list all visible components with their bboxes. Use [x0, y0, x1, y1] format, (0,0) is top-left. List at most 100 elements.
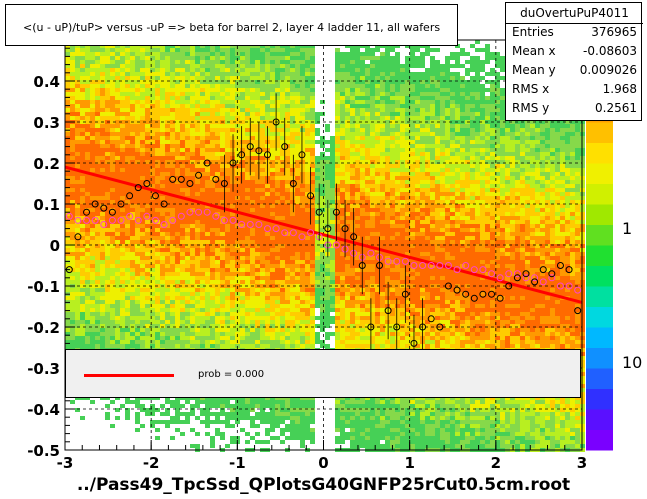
heatmap-cell	[120, 208, 125, 212]
heatmap-cell	[130, 112, 135, 116]
heatmap-cell	[205, 260, 210, 264]
heatmap-cell	[95, 136, 100, 140]
heatmap-cell	[125, 428, 130, 432]
heatmap-cell	[220, 324, 225, 328]
heatmap-cell	[160, 236, 165, 240]
heatmap-cell	[80, 316, 85, 320]
heatmap-cell	[265, 216, 270, 220]
heatmap-cell	[65, 412, 70, 416]
heatmap-cell	[95, 92, 100, 96]
heatmap-cell	[255, 200, 260, 204]
heatmap-cell	[270, 260, 275, 264]
heatmap-cell	[145, 88, 150, 92]
heatmap-cell	[205, 116, 210, 120]
heatmap-cell	[210, 248, 215, 252]
heatmap-cell	[290, 396, 295, 400]
heatmap-cell	[145, 328, 150, 332]
heatmap-cell	[125, 88, 130, 92]
heatmap-cell	[70, 248, 75, 252]
heatmap-cell	[100, 260, 105, 264]
heatmap-cell	[270, 52, 275, 56]
heatmap-cell	[200, 64, 205, 68]
heatmap-cell	[265, 312, 270, 316]
heatmap-cell	[180, 416, 185, 420]
heatmap-cell	[125, 436, 130, 440]
heatmap-cell	[275, 444, 280, 448]
heatmap-cell	[205, 44, 210, 48]
heatmap-cell	[165, 92, 170, 96]
heatmap-cell	[135, 288, 140, 292]
heatmap-cell	[230, 48, 235, 52]
heatmap-cell	[255, 64, 260, 68]
heatmap-cell	[130, 164, 135, 168]
heatmap-cell	[200, 68, 205, 72]
heatmap-cell	[275, 260, 280, 264]
heatmap-cell	[205, 428, 210, 432]
heatmap-cell	[125, 220, 130, 224]
heatmap-cell	[300, 84, 305, 88]
heatmap-cell	[285, 80, 290, 84]
heatmap-cell	[185, 428, 190, 432]
heatmap-cell	[300, 104, 305, 108]
heatmap-cell	[205, 232, 210, 236]
heatmap-cell	[125, 292, 130, 296]
heatmap-cell	[300, 60, 305, 64]
heatmap-cell	[185, 56, 190, 60]
heatmap-cell	[225, 112, 230, 116]
heatmap-cell	[255, 88, 260, 92]
heatmap-cell	[290, 248, 295, 252]
heatmap-cell	[300, 216, 305, 220]
heatmap-cell	[160, 264, 165, 268]
heatmap-cell	[240, 320, 245, 324]
heatmap-cell	[120, 212, 125, 216]
heatmap-cell	[70, 300, 75, 304]
heatmap-cell	[210, 224, 215, 228]
heatmap-cell	[270, 252, 275, 256]
heatmap-cell	[215, 332, 220, 336]
heatmap-cell	[275, 432, 280, 436]
heatmap-cell	[220, 440, 225, 444]
heatmap-cell	[270, 412, 275, 416]
heatmap-cell	[245, 328, 250, 332]
heatmap-cell	[80, 92, 85, 96]
heatmap-cell	[300, 204, 305, 208]
heatmap-cell	[170, 436, 175, 440]
heatmap-cell	[75, 60, 80, 64]
heatmap-cell	[95, 144, 100, 148]
heatmap-cell	[175, 164, 180, 168]
heatmap-cell	[185, 200, 190, 204]
heatmap-cell	[240, 192, 245, 196]
heatmap-cell	[210, 96, 215, 100]
heatmap-cell	[130, 132, 135, 136]
heatmap-cell	[90, 104, 95, 108]
heatmap-cell	[225, 136, 230, 140]
heatmap-cell	[200, 272, 205, 276]
heatmap-cell	[175, 124, 180, 128]
heatmap-cell	[100, 192, 105, 196]
heatmap-cell	[295, 152, 300, 156]
heatmap-cell	[205, 396, 210, 400]
heatmap-cell	[260, 408, 265, 412]
heatmap-cell	[125, 308, 130, 312]
heatmap-cell	[210, 128, 215, 132]
heatmap-cell	[215, 328, 220, 332]
heatmap-cell	[200, 416, 205, 420]
heatmap-cell	[155, 148, 160, 152]
heatmap-cell	[200, 76, 205, 80]
heatmap-cell	[100, 264, 105, 268]
heatmap-cell	[160, 208, 165, 212]
heatmap-cell	[240, 112, 245, 116]
heatmap-cell	[115, 304, 120, 308]
heatmap-cell	[280, 424, 285, 428]
heatmap-cell	[225, 428, 230, 432]
heatmap-cell	[90, 180, 95, 184]
heatmap-cell	[85, 412, 90, 416]
heatmap-cell	[265, 72, 270, 76]
heatmap-cell	[175, 200, 180, 204]
heatmap-cell	[80, 88, 85, 92]
heatmap-cell	[145, 76, 150, 80]
heatmap-cell	[145, 408, 150, 412]
heatmap-cell	[210, 200, 215, 204]
heatmap-cell	[75, 204, 80, 208]
heatmap-cell	[245, 236, 250, 240]
